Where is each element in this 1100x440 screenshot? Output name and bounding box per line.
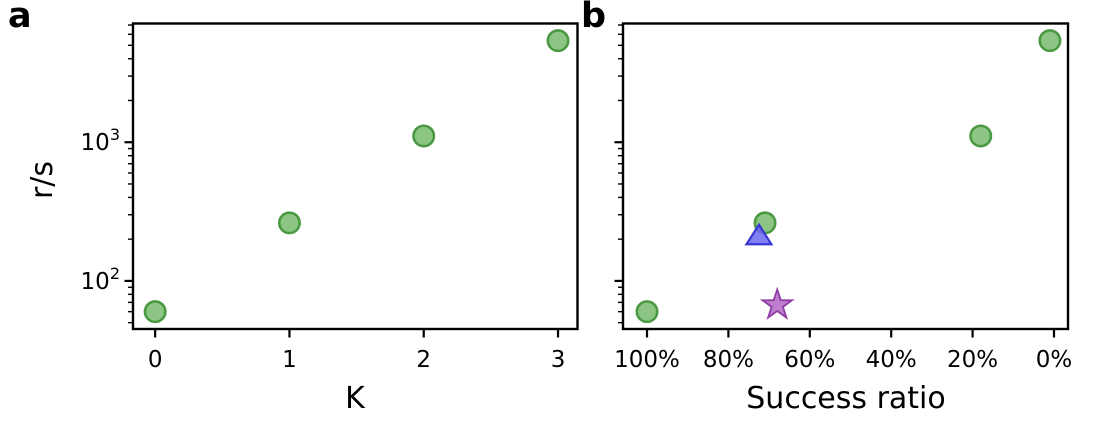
panel-a-letter: a xyxy=(8,0,32,36)
x-tick-label-b: 100% xyxy=(614,347,680,373)
x-tick-label-b: 80% xyxy=(703,347,754,373)
y-tick-label: 102 xyxy=(81,264,120,295)
x-tick-label-a: 1 xyxy=(282,347,297,373)
x-tick-label-b: 40% xyxy=(866,347,917,373)
panel-b-letter: b xyxy=(581,0,607,36)
x-tick-label-a: 2 xyxy=(416,347,431,373)
plot-box-b xyxy=(621,22,1070,331)
marker-circle xyxy=(635,300,659,324)
y-tick-label: 103 xyxy=(81,125,120,156)
marker-circle xyxy=(412,124,436,148)
marker-circle xyxy=(143,300,167,324)
marker-circle xyxy=(546,29,570,53)
x-axis-label-panel-a: K xyxy=(345,381,365,416)
x-tick-label-b: 60% xyxy=(784,347,835,373)
plot-box-a xyxy=(131,22,579,331)
y-axis-label: r/s xyxy=(25,160,60,200)
marker-triangle xyxy=(744,222,774,246)
marker-star xyxy=(759,286,795,320)
x-tick-label-a: 0 xyxy=(148,347,163,373)
marker-circle xyxy=(277,211,301,235)
marker-circle xyxy=(1038,29,1062,53)
x-tick-label-b: 0% xyxy=(1036,347,1073,373)
x-axis-label-panel-b: Success ratio xyxy=(746,381,946,416)
marker-circle xyxy=(969,124,993,148)
x-tick-label-a: 3 xyxy=(551,347,566,373)
x-tick-label-b: 20% xyxy=(947,347,998,373)
